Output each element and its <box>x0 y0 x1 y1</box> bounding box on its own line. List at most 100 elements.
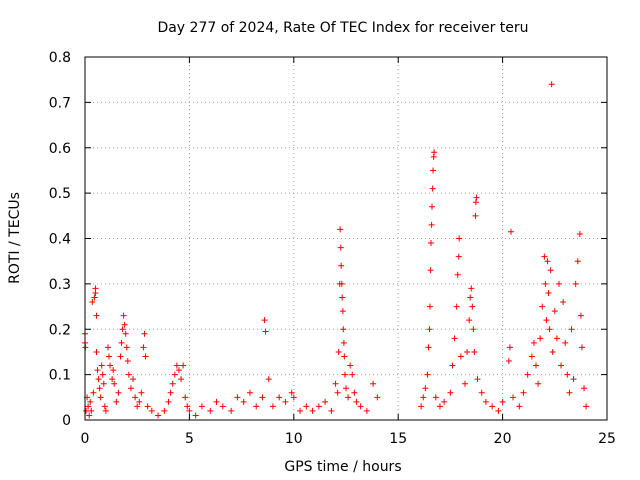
data-point <box>457 353 464 360</box>
data-point <box>86 412 93 419</box>
data-point <box>363 407 370 414</box>
data-point <box>338 280 345 287</box>
data-point <box>441 398 448 405</box>
data-point <box>528 353 535 360</box>
data-point <box>276 394 283 401</box>
data-point <box>107 362 114 369</box>
data-point <box>453 303 460 310</box>
data-point <box>340 326 347 333</box>
data-point <box>90 389 97 396</box>
data-point <box>430 167 437 174</box>
data-point <box>436 403 443 410</box>
y-tick-label: 0.8 <box>49 50 71 66</box>
data-point <box>466 317 473 324</box>
data-point <box>524 371 531 378</box>
data-point <box>547 267 554 274</box>
data-point <box>341 353 348 360</box>
data-point <box>455 253 462 260</box>
y-tick-label: 0 <box>62 413 71 429</box>
data-point <box>290 394 297 401</box>
data-point <box>535 380 542 387</box>
data-point <box>335 348 342 355</box>
data-point <box>581 385 588 392</box>
data-point <box>339 308 346 315</box>
data-point <box>297 407 304 414</box>
data-point <box>422 385 429 392</box>
data-point <box>469 303 476 310</box>
data-point <box>462 380 469 387</box>
data-point <box>558 362 565 369</box>
data-point <box>198 403 205 410</box>
data-point <box>470 326 477 333</box>
data-point <box>113 398 120 405</box>
data-point <box>542 280 549 287</box>
data-point <box>468 285 475 292</box>
x-tick-label: 10 <box>285 431 303 447</box>
data-point <box>560 299 567 306</box>
x-tick-label: 15 <box>389 431 407 447</box>
data-point <box>115 389 122 396</box>
data-point <box>572 280 579 287</box>
data-point <box>539 303 546 310</box>
data-point <box>427 240 434 247</box>
data-point <box>136 398 143 405</box>
data-point <box>109 376 116 383</box>
data-point <box>180 362 187 369</box>
data-point <box>418 403 425 410</box>
data-point <box>97 394 104 401</box>
y-tick-label: 0.5 <box>49 186 71 202</box>
data-point <box>102 407 109 414</box>
data-point <box>347 362 354 369</box>
data-point <box>424 371 431 378</box>
data-point <box>219 403 226 410</box>
data-point <box>451 335 458 342</box>
data-point <box>148 407 155 414</box>
data-point <box>473 194 480 201</box>
data-point <box>315 403 322 410</box>
data-point <box>99 371 106 378</box>
data-point <box>121 321 128 328</box>
data-point <box>420 394 427 401</box>
data-point <box>119 326 126 333</box>
data-point <box>338 262 345 269</box>
data-point <box>130 376 137 383</box>
data-point <box>548 81 555 88</box>
data-point <box>161 407 168 414</box>
data-point <box>155 412 162 419</box>
data-point <box>566 389 573 396</box>
data-point <box>576 230 583 237</box>
y-tick-label: 0.2 <box>49 322 71 338</box>
data-point <box>478 389 485 396</box>
data-point <box>564 371 571 378</box>
data-point <box>117 353 124 360</box>
data-point <box>551 308 558 315</box>
data-point <box>374 394 381 401</box>
data-points <box>82 81 590 419</box>
data-point <box>169 380 176 387</box>
data-point <box>340 339 347 346</box>
data-point <box>106 353 113 360</box>
data-point <box>282 398 289 405</box>
data-point <box>322 398 329 405</box>
data-point <box>341 371 348 378</box>
y-tick-label: 0.6 <box>49 141 71 157</box>
data-point <box>228 407 235 414</box>
data-point <box>111 380 118 387</box>
data-point <box>93 312 100 319</box>
data-point <box>94 367 101 374</box>
data-point <box>110 367 117 374</box>
data-point <box>520 389 527 396</box>
data-point <box>118 339 125 346</box>
data-point <box>85 403 92 410</box>
data-point <box>332 380 339 387</box>
data-point <box>449 362 456 369</box>
data-point <box>173 362 180 369</box>
data-point <box>127 385 134 392</box>
data-point <box>88 407 95 414</box>
data-point <box>530 339 537 346</box>
data-point <box>568 326 575 333</box>
data-point <box>123 344 130 351</box>
data-point <box>574 258 581 265</box>
data-point <box>138 389 145 396</box>
